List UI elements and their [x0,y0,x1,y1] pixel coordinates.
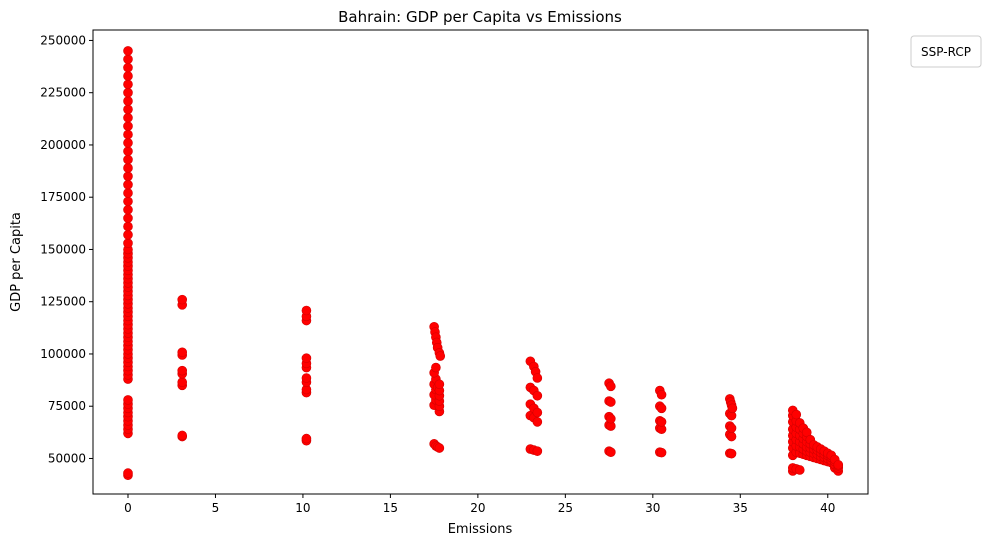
legend-title: SSP-RCP [921,45,971,59]
data-point [791,409,802,420]
y-tick-label: 250000 [40,33,86,47]
data-point [123,179,133,190]
data-point [123,196,133,207]
x-tick-label: 40 [820,501,835,515]
y-tick-label: 200000 [40,138,86,152]
data-point [123,121,133,131]
data-point [606,413,616,424]
data-point [606,447,616,458]
data-point [606,381,616,392]
data-point [301,305,312,316]
x-tick-label: 35 [733,501,748,515]
data-point [123,146,133,157]
x-tick-label: 25 [558,501,573,515]
y-axis-ticks: 50000 75000 100000 125000 150000 175000 200000… [40,33,93,465]
data-point [532,390,543,401]
data-point [123,46,133,56]
data-point [123,468,133,478]
y-axis-label: GDP per Capita [9,212,24,312]
legend-box [910,35,982,68]
x-tick-label: 0 [124,501,132,515]
data-point [532,407,543,418]
data-point [177,365,188,376]
data-point [656,403,667,414]
x-tick-label: 20 [470,501,485,515]
data-point [301,353,312,363]
plot-frame [92,29,869,495]
data-point [532,417,543,427]
y-tick-label: 150000 [40,242,86,256]
data-point [123,104,133,115]
data-point [726,423,737,433]
data-point [123,138,133,148]
data-point [301,433,312,444]
y-tick-label: 225000 [40,86,86,100]
data-point [123,71,133,81]
data-point [123,163,133,173]
data-point [794,465,805,475]
y-tick-label: 125000 [40,295,86,309]
x-axis-ticks: 0 5 10 15 20 25 30 35 40 [124,494,835,515]
data-point [123,204,133,215]
x-tick-label: 30 [645,501,660,515]
data-point [123,213,133,223]
legend: SSP-RCP [910,35,982,68]
data-point [123,238,133,248]
data-point [726,448,737,459]
x-tick-label: 5 [212,501,220,515]
data-point [177,430,188,441]
data-point [431,362,441,373]
data-point [177,294,188,305]
y-tick-label: 100000 [40,347,86,361]
data-point [123,96,133,106]
data-point [656,447,667,458]
data-point [727,403,738,414]
data-point [177,347,188,358]
x-tick-label: 10 [295,501,310,515]
data-point [833,459,844,470]
data-point [123,129,133,140]
x-tick-label: 15 [383,501,398,515]
data-point [123,221,133,232]
data-point [123,87,133,98]
data-point [177,377,188,387]
data-point [532,446,543,456]
data-point [123,54,133,65]
data-point [434,443,445,453]
data-point [434,379,445,390]
chart-title: Bahrain: GDP per Capita vs Emissions [338,8,622,26]
data-point [435,351,446,361]
data-point [656,389,667,400]
data-point [123,79,133,90]
data-point [123,395,133,405]
data-point [532,373,543,383]
y-tick-label: 175000 [40,190,86,204]
data-point [123,230,133,240]
data-point [301,373,312,383]
data-point [726,431,737,442]
data-point [123,154,133,165]
data-point [123,112,133,123]
data-point [123,62,133,73]
data-points [123,46,844,480]
data-point [656,417,667,427]
y-tick-label: 50000 [48,451,86,465]
data-point [123,171,133,182]
x-axis-label: Emissions [448,522,513,537]
y-tick-label: 75000 [48,399,86,413]
data-point [123,188,133,198]
plot-area [92,29,869,495]
data-point [606,397,616,407]
